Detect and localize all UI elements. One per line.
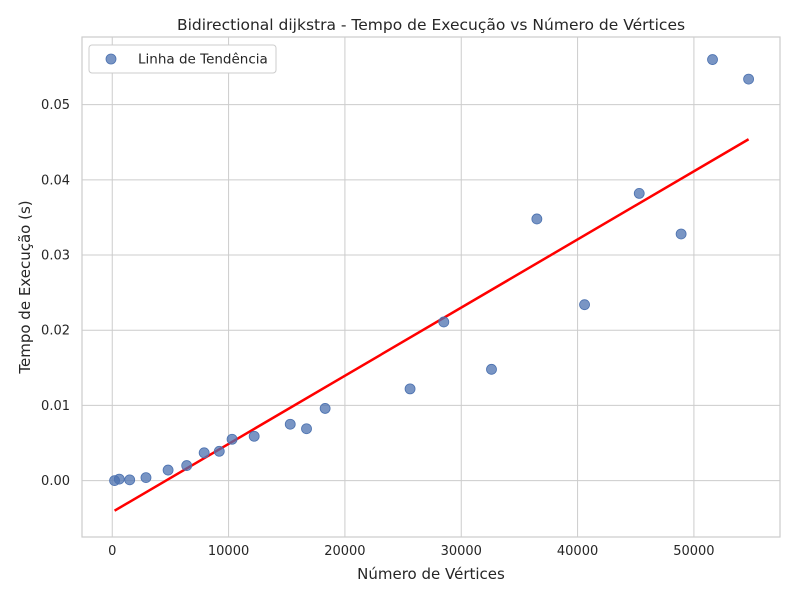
y-tick-label: 0.05 bbox=[41, 98, 70, 113]
data-point bbox=[633, 187, 645, 199]
x-tick-label: 40000 bbox=[557, 544, 598, 559]
tick-labels: 0 10000 20000 30000 40000 50000 0.00 0.01 0.02 0.… bbox=[41, 98, 715, 559]
y-tick-label: 0.03 bbox=[41, 249, 70, 264]
y-tick-label: 0.04 bbox=[41, 173, 70, 188]
scatter-points bbox=[109, 54, 754, 487]
x-tick-label: 50000 bbox=[673, 544, 714, 559]
plot-border bbox=[81, 36, 781, 538]
data-point bbox=[124, 474, 136, 486]
data-point bbox=[675, 228, 687, 240]
data-point bbox=[113, 473, 125, 485]
data-point bbox=[248, 430, 260, 442]
data-point bbox=[226, 433, 238, 445]
data-point bbox=[301, 423, 312, 435]
data-point bbox=[486, 363, 497, 375]
data-point bbox=[162, 464, 174, 476]
data-point bbox=[743, 73, 754, 85]
plot-frame bbox=[81, 36, 781, 538]
y-axis-label: Tempo de Execução (s) bbox=[16, 200, 34, 374]
grid bbox=[82, 37, 780, 537]
y-tick-label: 0.01 bbox=[41, 399, 70, 414]
data-point bbox=[531, 213, 543, 225]
data-point bbox=[404, 383, 416, 395]
legend-label: Linha de Tendência bbox=[138, 52, 268, 68]
data-point bbox=[319, 403, 331, 414]
y-tick-label: 0.02 bbox=[41, 324, 70, 339]
x-axis-label: Número de Vértices bbox=[357, 565, 505, 583]
legend-box bbox=[88, 44, 277, 74]
x-tick-label: 30000 bbox=[441, 544, 482, 559]
data-point bbox=[198, 447, 210, 459]
legend-marker bbox=[105, 53, 117, 65]
data-point bbox=[181, 460, 193, 471]
data-point bbox=[213, 445, 225, 457]
x-tick-label: 0 bbox=[108, 544, 116, 559]
chart-title: Bidirectional dijkstra - Tempo de Execuç… bbox=[177, 16, 685, 34]
data-point bbox=[438, 316, 450, 328]
data-point bbox=[140, 472, 152, 484]
x-tick-label: 10000 bbox=[208, 544, 249, 559]
legend: Linha de Tendência bbox=[88, 44, 277, 74]
y-tick-label: 0.00 bbox=[41, 474, 70, 489]
data-point bbox=[707, 54, 718, 65]
data-point bbox=[284, 418, 296, 430]
x-tick-label: 20000 bbox=[324, 544, 365, 559]
data-point bbox=[579, 299, 590, 311]
plot-area bbox=[82, 37, 780, 537]
